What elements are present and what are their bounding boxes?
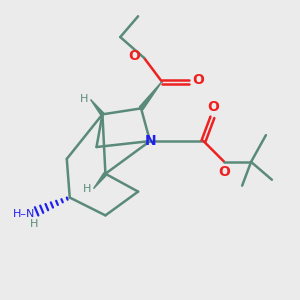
Text: O: O (207, 100, 219, 115)
Polygon shape (94, 173, 107, 189)
Text: H: H (83, 184, 91, 194)
Text: H: H (80, 94, 88, 104)
Polygon shape (139, 82, 162, 110)
Text: O: O (192, 73, 204, 87)
Text: H: H (30, 219, 38, 229)
Text: N: N (145, 134, 156, 148)
Text: O: O (129, 50, 140, 63)
Text: H–N: H–N (13, 209, 35, 219)
Polygon shape (91, 100, 104, 116)
Text: O: O (218, 165, 230, 179)
